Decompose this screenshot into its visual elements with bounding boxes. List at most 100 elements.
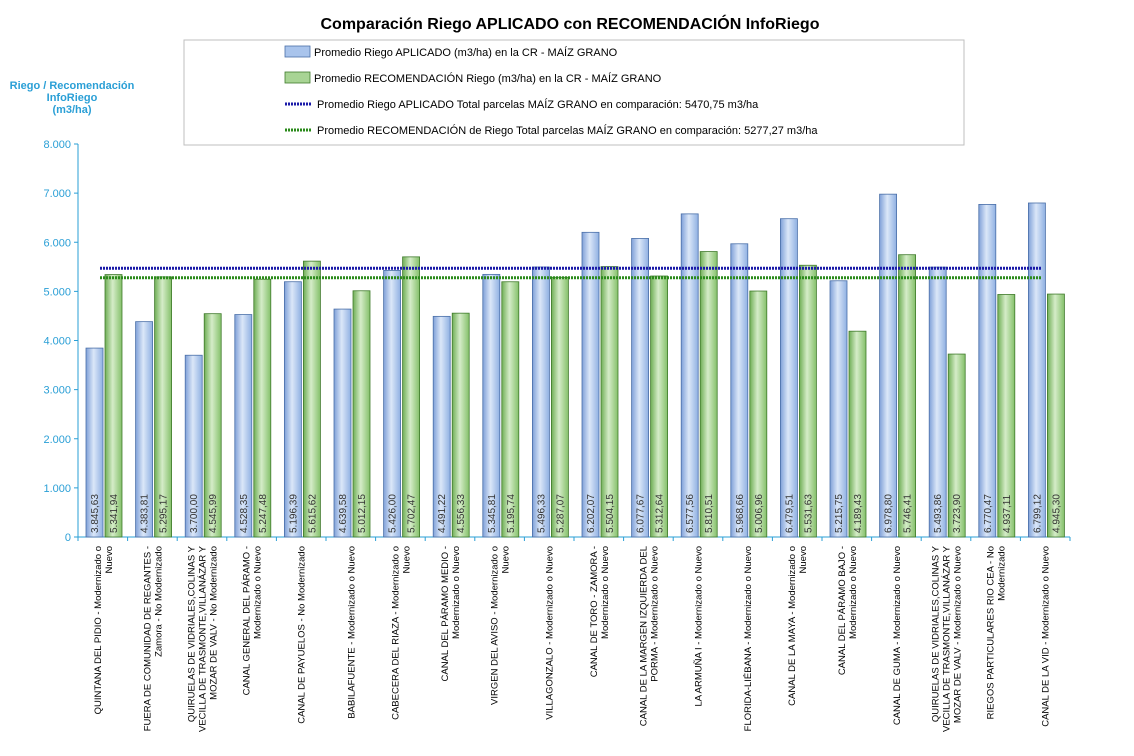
legend-label-recommended-average: Promedio RECOMENDACIÓN de Riego Total pa… bbox=[317, 124, 818, 137]
value-label-recommended: 5.312,64 bbox=[655, 494, 666, 533]
value-label-recommended: 3.723,90 bbox=[952, 494, 963, 533]
y-axis-label-line-3: (m3/ha) bbox=[52, 104, 91, 116]
value-label-applied: 5.215,75 bbox=[834, 494, 845, 533]
bar-applied bbox=[135, 321, 154, 538]
value-label-applied: 3.700,00 bbox=[189, 494, 200, 533]
value-label-recommended: 5.287,07 bbox=[555, 494, 566, 533]
category-label: Modernizado o Nuevo bbox=[600, 546, 611, 639]
category-label: MOZAR DE VALV - Modernizado o Nuevo bbox=[953, 546, 964, 723]
legend-label-applied: Promedio Riego APLICADO (m3/ha) en la CR… bbox=[314, 46, 618, 59]
value-label-applied: 4.639,58 bbox=[338, 494, 349, 533]
bar-applied bbox=[383, 270, 402, 538]
value-label-applied: 6.770,47 bbox=[983, 494, 994, 533]
value-label-recommended: 4.545,99 bbox=[208, 494, 219, 533]
bar-applied bbox=[581, 231, 600, 538]
bar-applied bbox=[532, 266, 550, 538]
value-label-applied: 5.968,66 bbox=[735, 494, 746, 533]
value-label-applied: 4.528,35 bbox=[239, 494, 250, 533]
category-label: Nuevo bbox=[798, 546, 809, 573]
y-tick-label: 4.000 bbox=[43, 336, 71, 348]
category-label: CANAL DE LA MARGEN IZQUIERDA DEL bbox=[638, 546, 649, 726]
value-label-recommended: 5.746,41 bbox=[903, 494, 914, 533]
value-label-recommended: 5.195,74 bbox=[506, 494, 517, 533]
value-label-recommended: 5.006,96 bbox=[754, 494, 765, 533]
value-label-recommended: 4.556,33 bbox=[456, 494, 467, 533]
y-tick-label: 5.000 bbox=[43, 286, 71, 298]
value-label-applied: 6.077,67 bbox=[636, 494, 647, 533]
value-label-recommended: 5.531,63 bbox=[803, 494, 814, 533]
bar-applied bbox=[730, 243, 749, 538]
category-label: FLORIDA-LIÉBANA - Modernizado o Nuevo bbox=[743, 546, 754, 731]
value-label-applied: 3.845,63 bbox=[90, 494, 101, 533]
category-label: Nuevo bbox=[104, 546, 115, 573]
value-label-recommended: 5.810,51 bbox=[704, 494, 715, 533]
value-label-applied: 5.196,39 bbox=[288, 494, 299, 533]
bar-applied bbox=[978, 204, 997, 538]
category-label: Modernizado o Nuevo bbox=[451, 546, 462, 639]
y-tick-label: 1.000 bbox=[43, 483, 71, 495]
bar-recommended bbox=[650, 275, 668, 538]
category-label: CANAL DE LA VID - Modernizado o Nuevo bbox=[1041, 546, 1052, 727]
bar-recommended bbox=[1047, 293, 1065, 538]
value-label-applied: 4.383,81 bbox=[140, 494, 151, 533]
value-label-recommended: 4.189,43 bbox=[853, 494, 864, 533]
category-label: QUIRUELAS DE VIDRIALES,COLINAS Y bbox=[187, 545, 198, 722]
bar-recommended bbox=[997, 294, 1016, 538]
category-label: Zamora - No Modernizado bbox=[153, 546, 164, 657]
y-tick-label: 8.000 bbox=[43, 139, 71, 151]
bar-recommended bbox=[600, 266, 619, 538]
category-label: Nuevo bbox=[501, 546, 512, 573]
value-label-recommended: 5.295,17 bbox=[159, 494, 170, 533]
bar-recommended bbox=[749, 290, 768, 538]
category-label: CANAL GENERAL DEL PÁRAMO - bbox=[242, 546, 253, 695]
legend-swatch-applied bbox=[284, 45, 311, 58]
legend-label-recommended: Promedio RECOMENDACIÓN Riego (m3/ha) en … bbox=[314, 72, 662, 85]
category-label: CABECERA DEL RIAZA - Modernizado o bbox=[390, 546, 401, 720]
value-label-recommended: 4.945,30 bbox=[1051, 494, 1062, 533]
category-label: CANAL DE GUMA - Modernizado o Nuevo bbox=[892, 546, 903, 725]
value-label-applied: 5.493,86 bbox=[933, 494, 944, 533]
category-label: RIEGOS PARTICULARES RIO CEA - No bbox=[986, 546, 997, 719]
legend-label-applied-average: Promedio Riego APLICADO Total parcelas M… bbox=[317, 98, 759, 111]
value-label-applied: 5.426,00 bbox=[388, 494, 399, 533]
category-label: CANAL DEL PÁRAMO MEDIO - bbox=[440, 546, 451, 682]
bar-recommended bbox=[203, 313, 222, 538]
category-label: VECILLA DE TRASMONTE,VILLANÁZAR Y bbox=[942, 545, 953, 732]
y-tick-label: 2.000 bbox=[43, 434, 71, 446]
category-label: Modernizado bbox=[997, 546, 1008, 601]
bar-applied bbox=[184, 354, 203, 538]
value-label-recommended: 5.615,62 bbox=[307, 494, 318, 533]
category-label: BABILAFUENTE - Modernizado o Nuevo bbox=[346, 546, 357, 719]
category-label: Modernizado o Nuevo bbox=[253, 546, 264, 639]
value-label-applied: 6.202,07 bbox=[586, 494, 597, 533]
bar-recommended bbox=[898, 254, 916, 538]
y-axis-label-line-2: InfoRiego bbox=[47, 92, 98, 104]
value-label-recommended: 5.247,48 bbox=[258, 494, 269, 533]
value-label-recommended: 5.341,94 bbox=[109, 494, 120, 533]
category-label: Modernizado o Nuevo bbox=[848, 546, 859, 639]
chart-title: Comparación Riego APLICADO con RECOMENDA… bbox=[321, 14, 820, 33]
value-label-recommended: 5.012,15 bbox=[357, 494, 368, 533]
category-label: VECILLA DE TRASMONTE,VILLANÁZAR Y bbox=[198, 545, 209, 732]
category-label: VILLAGONZALO - Modernizado o Nuevo bbox=[545, 546, 556, 720]
bar-applied bbox=[680, 213, 699, 538]
y-tick-label: 0 bbox=[65, 532, 71, 544]
category-label: CANAL DE TORO - ZAMORA - bbox=[589, 546, 600, 677]
category-label: CANAL DE LA MAYA - Modernizado o bbox=[787, 546, 798, 706]
category-label: CANAL DEL PÁRAMO BAJO - bbox=[837, 546, 848, 675]
bar-recommended bbox=[302, 260, 321, 538]
bar-recommended bbox=[848, 330, 867, 538]
bar-applied bbox=[333, 308, 352, 538]
bar-applied bbox=[482, 273, 501, 538]
bar-applied bbox=[829, 280, 848, 538]
bar-recommended bbox=[799, 264, 817, 538]
legend-frame bbox=[183, 39, 965, 146]
value-label-recommended: 5.702,47 bbox=[407, 494, 418, 533]
bar-recommended bbox=[501, 281, 520, 538]
value-label-applied: 6.799,12 bbox=[1032, 494, 1043, 533]
bar-applied bbox=[432, 315, 451, 538]
value-label-applied: 5.345,81 bbox=[487, 494, 498, 533]
category-label: QUIRUELAS DE VIDRIALES,COLINAS Y bbox=[931, 545, 942, 722]
category-label: VIRGEN DEL AVISO - Modernizado o bbox=[490, 546, 501, 705]
